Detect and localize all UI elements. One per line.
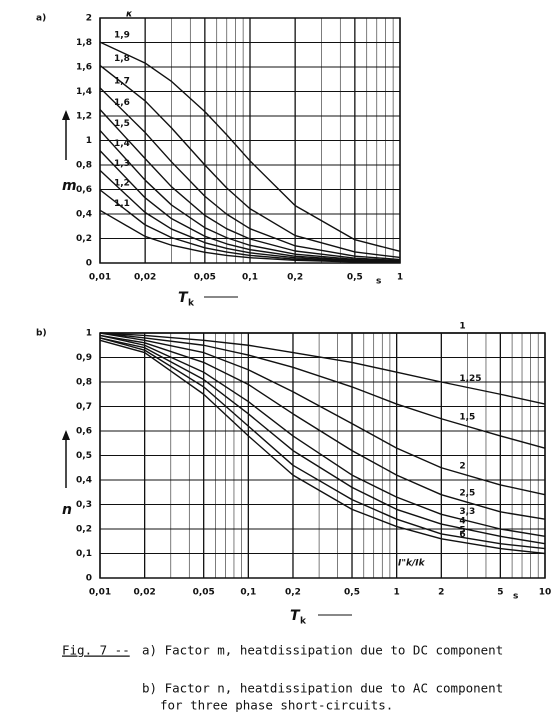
curve <box>99 339 546 555</box>
y-tick-label: 1 <box>86 329 92 339</box>
y-tick-label: 1,6 <box>76 63 92 73</box>
panel-label: a) <box>36 14 46 24</box>
curve <box>99 169 401 263</box>
x-tick-label: 0,02 <box>134 588 156 598</box>
curve <box>99 129 401 262</box>
y-tick-label: 0 <box>86 574 92 584</box>
x-unit: s <box>513 592 518 602</box>
caption-line: b) Factor n, heatdissipation due to AC c… <box>142 681 503 696</box>
figure-label: Fig. 7 -- <box>62 643 130 658</box>
curve-label: 1,6 <box>114 98 130 108</box>
x-tick-label: 0,2 <box>287 273 303 283</box>
curve-label: 1,8 <box>114 54 130 64</box>
y-tick-label: 0,4 <box>76 476 92 486</box>
x-tick-label: 0,01 <box>89 588 111 598</box>
x-tick-label: 10 <box>539 588 552 598</box>
x-tick-label: 0,1 <box>240 588 256 598</box>
curve <box>99 332 546 405</box>
x-tick-label: 0,05 <box>194 273 216 283</box>
y-tick-label: 0,6 <box>76 185 92 195</box>
x-axis-label-sub: k <box>300 617 307 627</box>
curve-label: 2 <box>459 461 465 471</box>
y-tick-label: 0,5 <box>76 451 92 461</box>
y-tick-label: 0,1 <box>76 549 92 559</box>
x-axis-label: T <box>290 608 301 624</box>
curve-label: 5 <box>459 525 465 535</box>
x-tick-label: 0,05 <box>193 588 215 598</box>
y-tick-label: 0,9 <box>76 353 92 363</box>
y-tick-label: 0 <box>86 259 92 269</box>
y-tick-label: 0,6 <box>76 427 92 437</box>
axis-arrow-head <box>62 110 70 120</box>
y-tick-label: 1,4 <box>76 87 92 97</box>
curve <box>99 64 401 259</box>
x-tick-label: 0,5 <box>344 588 360 598</box>
y-tick-label: 1 <box>86 136 92 146</box>
curve <box>99 109 401 262</box>
x-axis-label-sub: k <box>188 299 195 309</box>
y-tick-label: 2 <box>86 14 92 24</box>
curve-label: 1,25 <box>459 374 481 384</box>
caption-line: a) Factor m, heatdissipation due to DC c… <box>142 643 503 658</box>
x-tick-label: 0,5 <box>347 273 363 283</box>
y-tick-label: 0,8 <box>76 378 92 388</box>
caption-line: for three phase short-circuits. <box>160 698 393 713</box>
y-tick-label: 1,8 <box>76 38 92 48</box>
curve <box>99 150 401 263</box>
y-tick-label: 0,3 <box>76 500 92 510</box>
curve <box>99 337 546 545</box>
curve <box>99 334 546 520</box>
y-tick-label: 0,8 <box>76 161 92 171</box>
curve <box>99 87 401 261</box>
x-tick-label: 1 <box>397 273 403 283</box>
x-tick-label: 0,2 <box>285 588 301 598</box>
x-tick-label: 0,02 <box>134 273 156 283</box>
curve-label-title: I"k/Ik <box>398 559 426 569</box>
y-tick-label: 0,2 <box>76 234 92 244</box>
x-tick-label: 0,1 <box>242 273 258 283</box>
curve <box>99 332 546 449</box>
curve-label: 1 <box>459 322 465 332</box>
x-tick-label: 5 <box>497 588 503 598</box>
x-tick-label: 1 <box>394 588 400 598</box>
x-axis-label: T <box>178 290 189 306</box>
curve <box>99 334 546 538</box>
x-tick-label: 0,01 <box>89 273 111 283</box>
curve <box>99 41 401 253</box>
curve-label: 1,2 <box>114 178 130 188</box>
curve-label: 3,3 <box>459 507 475 517</box>
y-tick-label: 0,7 <box>76 402 92 412</box>
curve-label: 1,5 <box>114 119 130 129</box>
curve <box>99 209 401 264</box>
panel-label: b) <box>36 329 47 339</box>
curve-label: 1,4 <box>114 139 130 149</box>
y-tick-label: 0,2 <box>76 525 92 535</box>
curve-label: 1,7 <box>114 76 130 86</box>
x-unit: s <box>376 277 381 287</box>
curve <box>99 337 546 550</box>
curve <box>99 332 546 496</box>
curve-label: 6 <box>459 530 465 540</box>
y-tick-label: 1,2 <box>76 112 92 122</box>
curve-label: 1,5 <box>459 412 475 422</box>
curve-label: 1,9 <box>114 31 130 41</box>
axis-arrow-head <box>62 430 70 440</box>
plot-frame <box>99 17 401 264</box>
y-tick-label: 0,4 <box>76 210 92 220</box>
y-axis-label: n <box>62 502 72 518</box>
x-tick-label: 2 <box>438 588 444 598</box>
curve-label: 4 <box>459 516 465 526</box>
curve-label: 1,1 <box>114 199 130 209</box>
curve-label: 1,3 <box>114 159 130 169</box>
curve-label: 2,5 <box>459 488 475 498</box>
y-axis-label: m <box>62 178 77 194</box>
curve-label-title: κ <box>126 10 133 20</box>
